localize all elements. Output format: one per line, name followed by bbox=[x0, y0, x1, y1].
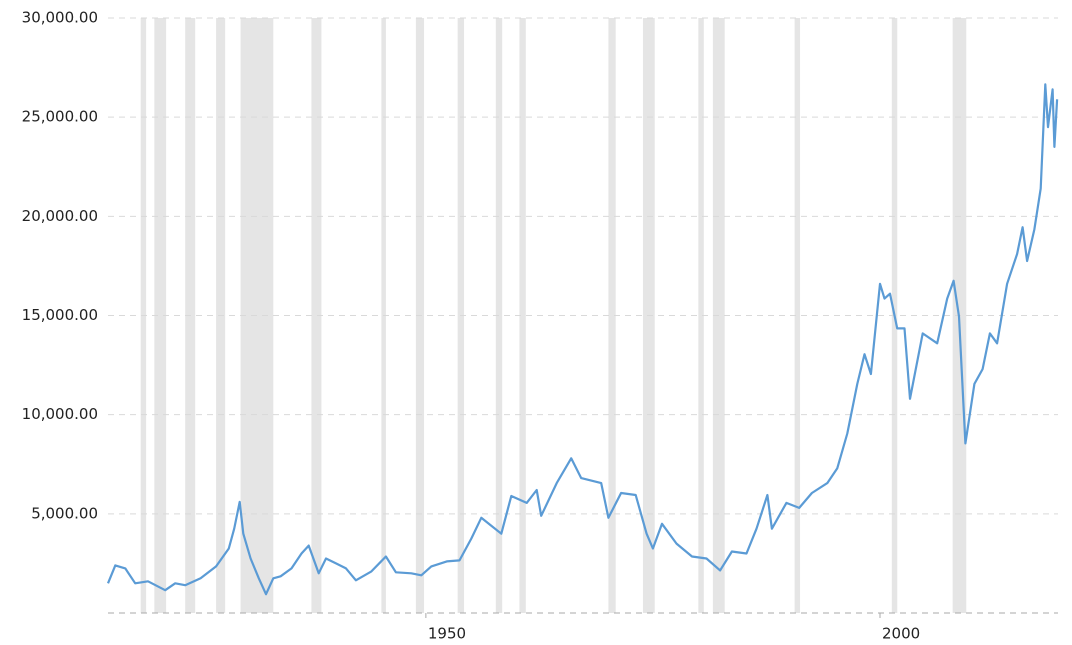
y-tick-label: 10,000.00 bbox=[22, 405, 98, 423]
recession-band bbox=[608, 18, 616, 613]
recession-band bbox=[154, 18, 167, 613]
recession-band bbox=[698, 18, 704, 613]
x-tick-label: 2000 bbox=[882, 625, 920, 643]
y-tick-label: 25,000.00 bbox=[22, 108, 98, 126]
line-series bbox=[106, 83, 1059, 596]
y-tick-label: 30,000.00 bbox=[22, 9, 98, 27]
recession-band bbox=[311, 18, 322, 613]
recession-band bbox=[519, 18, 526, 613]
x-tick-label: 1950 bbox=[428, 625, 466, 643]
y-tick-label: 15,000.00 bbox=[22, 306, 98, 324]
recession-band bbox=[794, 18, 801, 613]
y-tick-label: 20,000.00 bbox=[22, 207, 98, 225]
y-tick-label: 5,000.00 bbox=[31, 504, 98, 522]
